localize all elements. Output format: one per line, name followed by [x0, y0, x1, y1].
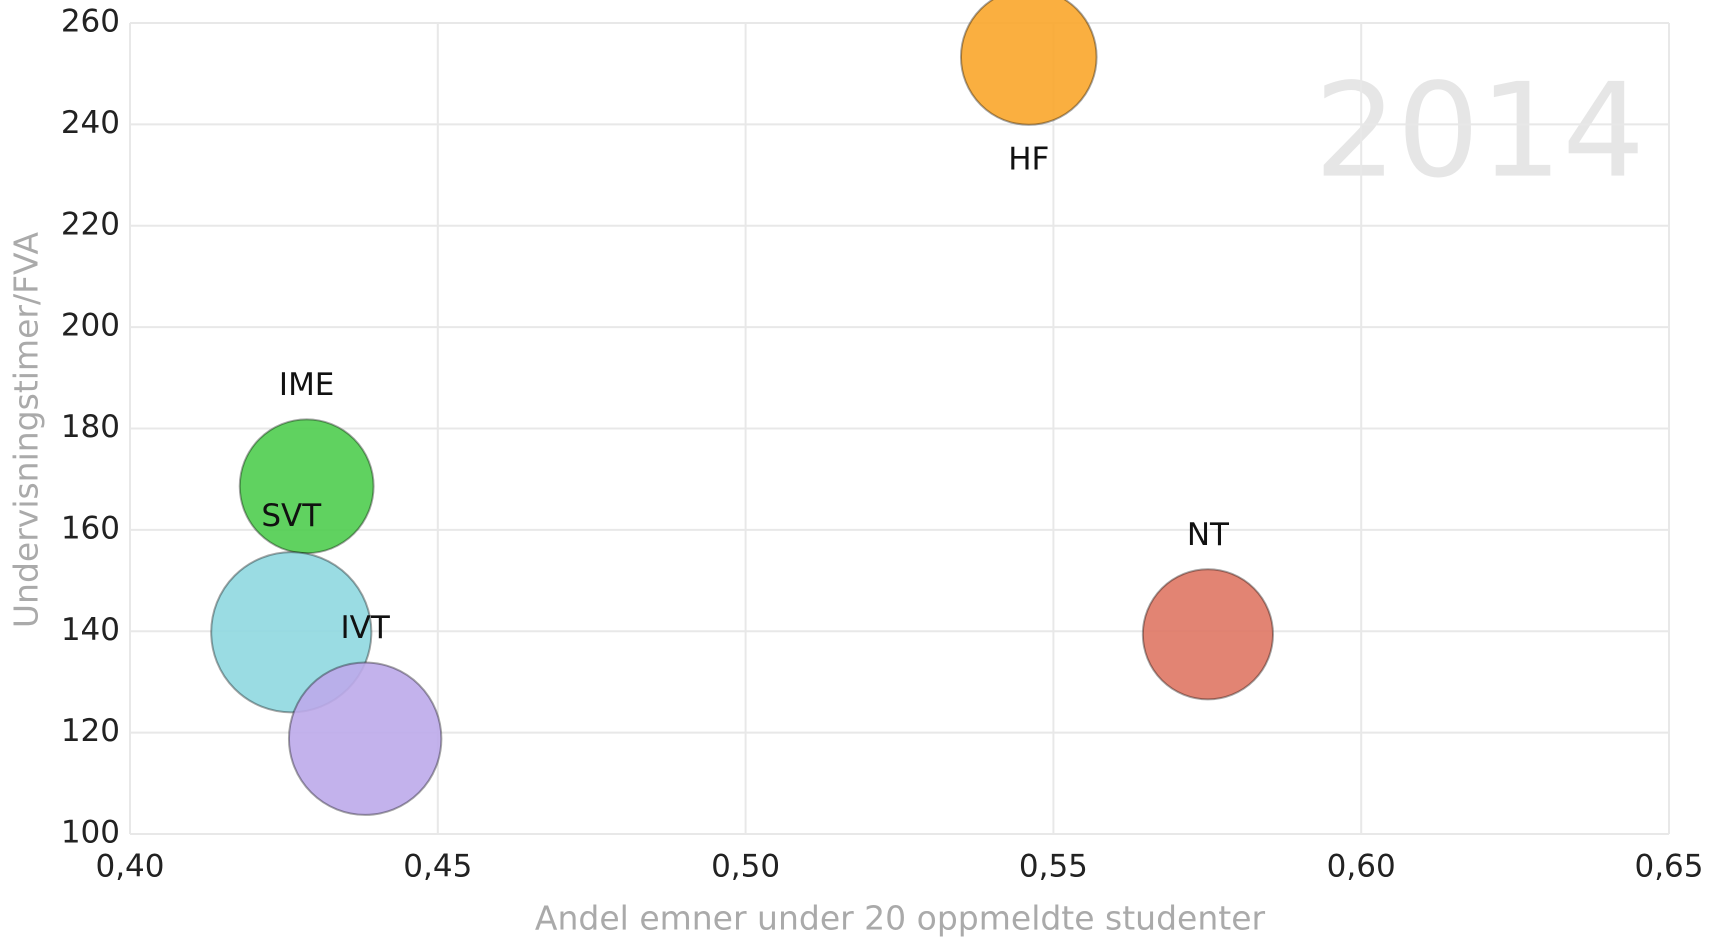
x-tick-label: 0,55 — [1019, 849, 1088, 885]
point-label: IME — [279, 367, 334, 403]
y-axis-label: Undervisningstimer/FVA — [7, 231, 46, 628]
x-tick-label: 0,40 — [95, 849, 164, 885]
x-axis-label: Andel emner under 20 oppmeldte studenter — [535, 899, 1266, 937]
y-tick-label: 120 — [61, 713, 120, 749]
y-tick-label: 200 — [61, 308, 120, 344]
point-label: NT — [1187, 517, 1230, 553]
bubble — [287, 661, 443, 816]
y-tick-label: 100 — [61, 815, 120, 851]
x-tick-label: 0,60 — [1327, 849, 1396, 885]
x-tick-label: 0,45 — [403, 849, 472, 885]
x-tick-label: 0,50 — [711, 849, 780, 885]
y-tick-label: 240 — [61, 105, 120, 141]
point-label: HF — [1008, 141, 1049, 177]
x-tick-label: 0,65 — [1634, 849, 1703, 885]
point-label: IVT — [341, 610, 391, 646]
year-annotation: 2014 — [1314, 55, 1645, 207]
y-tick-label: 180 — [61, 409, 120, 445]
y-tick-label: 260 — [61, 4, 120, 40]
bubble — [959, 0, 1098, 126]
point-label: SVT — [261, 498, 322, 534]
bubble — [238, 418, 375, 555]
bubble — [1141, 568, 1274, 701]
y-tick-label: 140 — [61, 612, 120, 648]
y-tick-label: 160 — [61, 510, 120, 546]
y-tick-label: 220 — [61, 206, 120, 242]
